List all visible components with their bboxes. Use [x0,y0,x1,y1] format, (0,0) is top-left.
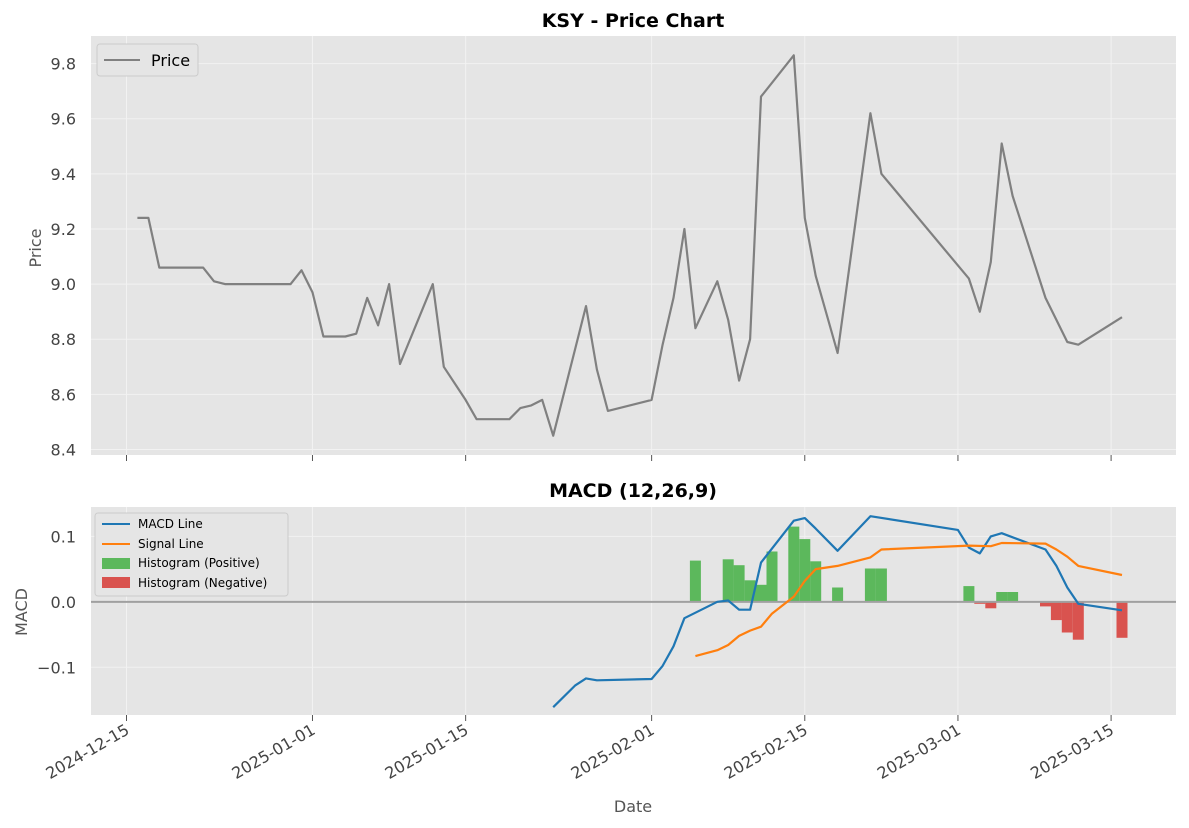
price-chart-title: KSY - Price Chart [542,10,725,32]
histogram-bar-positive [996,592,1008,602]
x-tick-label: 2025-03-01 [874,720,964,783]
price-series-line [137,54,1123,437]
histogram-bar-positive [875,568,887,602]
histogram-bar-negative [1072,601,1084,640]
x-tick-label: 2024-12-15 [42,720,132,783]
histogram-bar-negative [985,601,997,609]
histogram-bar-positive [1007,592,1019,602]
histogram-bar-negative [1116,601,1128,638]
price-y-tick-label: 8.8 [51,330,76,349]
price-y-tick-label: 8.6 [51,385,76,404]
histogram-bar-positive [722,559,734,602]
x-tick-label: 2025-01-01 [228,720,318,783]
x-tick-label: 2025-03-15 [1027,720,1117,783]
histogram-bar-positive [963,586,975,602]
macd-legend: MACD Line Signal Line Histogram (Positiv… [94,512,289,597]
histogram-bar-positive [755,584,767,602]
macd-y-tick-label: −0.1 [37,658,76,677]
histogram-negative-legend-label: Histogram (Negative) [138,576,267,590]
histogram-bar-positive [799,539,811,602]
histogram-bar-negative [1040,601,1051,607]
histogram-bar-positive [788,526,800,602]
histogram-positive-legend-label: Histogram (Positive) [138,556,260,570]
signal-series-line [695,541,1123,658]
price-y-tick-label: 9.4 [51,165,76,184]
price-y-axis-label: Price [26,228,45,267]
histogram-bar-negative [1061,601,1073,633]
price-y-tick-label: 9.8 [51,55,76,74]
price-chart: 8.4 8.6 8.8 9.0 9.2 9.4 9.6 9.8 KSY - Price Cha… [26,10,1176,461]
x-tick-label: 2025-02-15 [721,720,811,783]
histogram-positive-legend-swatch [102,558,130,569]
histogram-bar-positive [832,587,844,602]
price-y-tick-label: 9.6 [51,110,76,129]
macd-y-tick-label: 0.1 [51,527,76,546]
histogram-bar-negative [1050,601,1062,621]
price-plot-area [91,36,1176,455]
macd-y-axis-label: MACD [12,588,31,636]
macd-y-tick-label: 0.0 [51,593,76,612]
histogram-bar-positive [689,560,701,602]
x-tick-label: 2025-01-15 [382,720,472,783]
price-legend-label: Price [151,51,190,70]
price-y-tick-label: 9.0 [51,275,76,294]
x-axis-label: Date [614,797,652,816]
histogram-bar-positive [864,568,876,602]
macd-chart-title: MACD (12,26,9) [549,480,717,502]
price-legend-box [96,43,199,77]
macd-line-legend-label: MACD Line [138,517,203,531]
histogram-bar-positive [733,565,745,602]
macd-series-line [552,515,1123,708]
histogram-negative-legend-swatch [102,577,130,588]
x-tick-label: 2025-02-01 [568,720,658,783]
signal-line-legend-label: Signal Line [138,537,204,551]
histogram-bar-positive [744,580,756,602]
price-legend: Price [96,43,199,77]
price-y-tick-label: 8.4 [51,440,76,459]
macd-chart: −0.1 0.0 0.1 2024-12-15 2025-01-01 2025-01-1… [12,480,1176,816]
histogram-bar-positive [766,551,778,602]
histogram-bar-positive [810,561,822,602]
macd-legend-box [94,512,289,597]
price-y-tick-label: 9.2 [51,220,76,239]
